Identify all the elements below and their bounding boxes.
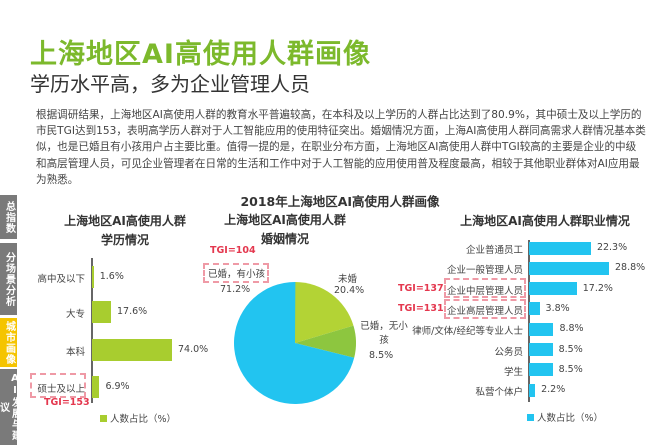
occ-category-label: 企业一般管理人员 (446, 265, 523, 277)
legend-label: 人数占比（%） (110, 414, 177, 425)
pie-slice (233, 282, 355, 404)
occ-axis (528, 240, 530, 402)
pie-slice (295, 282, 354, 343)
occ-value-label: 2.2% (541, 384, 566, 396)
edu-category-label: 本科 (65, 347, 85, 358)
occ-value-label: 28.8% (615, 262, 646, 274)
occ-category-label: 律师/文体/经纪等专业人士 (412, 326, 523, 338)
occ-category-label: 企业高层管理人员 (446, 305, 523, 317)
edu-value-label: 6.9% (105, 381, 130, 392)
edu-category-label: 高中及以下 (37, 274, 85, 285)
edu-bar (92, 339, 172, 361)
occ-bar (529, 383, 536, 397)
occ-category-label: 企业中层管理人员 (446, 285, 523, 297)
edu-chart-subtitle: 学历情况 (100, 233, 149, 247)
pie-value: 20.4% (334, 285, 365, 296)
legend-label: 人数占比（%） (537, 413, 604, 424)
marriage-chart-subtitle: 婚姻情况 (260, 232, 309, 246)
occ-value-label: 8.5% (558, 363, 583, 375)
occ-bar (529, 322, 554, 336)
occ-value-label: 3.8% (545, 302, 570, 314)
occ-category-label: 学生 (503, 366, 523, 378)
pie-slice (295, 325, 356, 358)
sidebar-item-1[interactable]: 分场景分析 (0, 243, 17, 315)
occ-value-label: 22.3% (596, 242, 628, 253)
occ-bar (529, 363, 553, 377)
occ-bar (529, 343, 553, 356)
pie-value: 8.5% (369, 350, 394, 361)
tgi-highlight-box (444, 278, 526, 298)
sidebar-item-3[interactable]: AI发展与建议 (0, 369, 21, 445)
edu-value-label: 1.6% (99, 271, 124, 282)
occupation-chart-title: 上海地区AI高使用人群职业情况 (460, 214, 630, 228)
occ-value-label: 17.2% (582, 282, 613, 294)
tgi-highlight-box (30, 373, 86, 398)
edu-bar (92, 266, 94, 288)
legend-swatch (100, 414, 107, 422)
occ-bar (529, 261, 609, 275)
figure-title: 2018年上海地区AI高使用人群画像 (240, 194, 440, 209)
pie-label: 已婚，无小孩 (360, 321, 408, 346)
marriage-pie (233, 282, 356, 404)
occ-bar (529, 241, 591, 255)
occ-category-label: 私营个体户 (475, 387, 523, 399)
edu-value-label: 74.0% (178, 344, 209, 355)
occ-bar (529, 302, 540, 316)
edu-category-label: 大专 (65, 309, 85, 320)
tgi-highlight-box (203, 263, 269, 283)
legend-swatch (527, 413, 534, 421)
edu-chart-title: 上海地区AI高使用人群 (64, 214, 186, 228)
occ-category-label: 公务员 (494, 346, 523, 358)
occ-value-label: 8.5% (558, 343, 583, 355)
edu-value-label: 17.6% (117, 306, 148, 317)
edu-axis (91, 258, 93, 403)
sidebar-item-2[interactable]: 城市画像 (0, 318, 17, 367)
summary-paragraph: 根据调研结果，上海地区AI高使用人群的教育水平普遍较高，在本科及以上学历的人群占… (36, 109, 646, 186)
edu-category-label: 硕士及以上 (37, 384, 85, 395)
occ-category-label: 企业普通员工 (465, 245, 523, 256)
sidebar-item-0[interactable]: 总指数 (0, 195, 17, 239)
tgi-highlight-box (444, 299, 526, 319)
edu-legend: 人数占比（%） (100, 411, 176, 425)
page-subtitle: 学历水平高，多为企业管理人员 (30, 72, 310, 96)
page-title: 上海地区AI高使用人群画像 (30, 39, 371, 70)
marriage-chart-title: 上海地区AI高使用人群 (224, 213, 346, 227)
occ-legend: 人数占比（%） (527, 410, 603, 424)
pie-value: 71.2% (220, 284, 251, 295)
pie-label: 已婚，有小孩 (208, 269, 266, 280)
edu-bar (92, 301, 112, 323)
edu-bar (92, 376, 100, 398)
pie-tgi-label: TGI=104 (210, 245, 256, 256)
occ-value-label: 8.8% (559, 323, 584, 335)
occ-tgi-label: TGI=131 (398, 303, 444, 314)
occ-bar (529, 282, 577, 296)
pie-label: 未婚 (338, 274, 358, 285)
edu-tgi-label: TGI=153 (44, 397, 90, 408)
occ-tgi-label: TGI=137 (398, 283, 444, 294)
